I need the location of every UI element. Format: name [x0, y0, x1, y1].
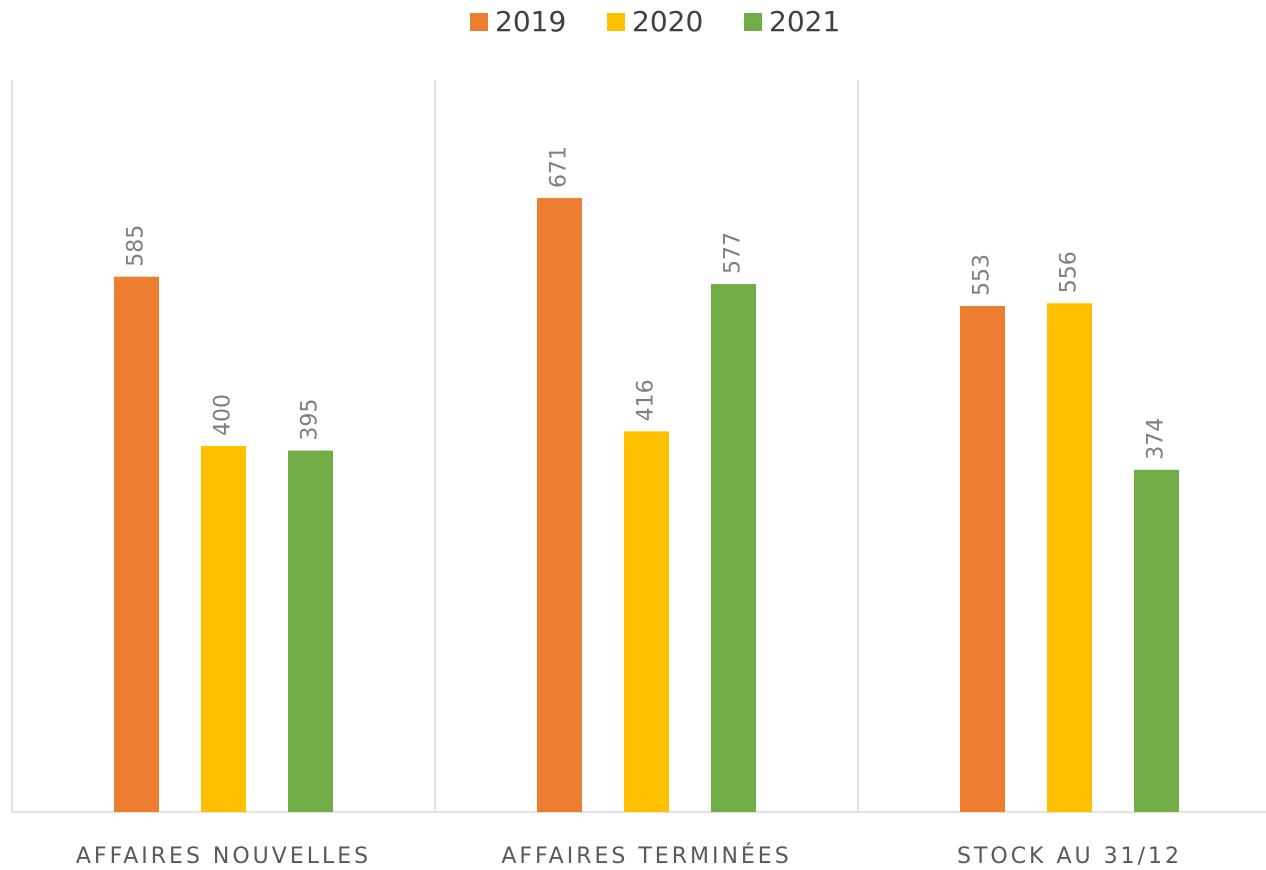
bar — [624, 431, 669, 812]
legend-label: 2019 — [495, 5, 566, 38]
data-label: 577 — [721, 232, 746, 274]
x-tick-label: AFFAIRES NOUVELLES — [76, 844, 371, 869]
legend-label: 2021 — [769, 5, 840, 38]
legend-label: 2020 — [632, 5, 703, 38]
bar — [114, 276, 159, 813]
data-label: 374 — [1144, 418, 1169, 460]
data-label: 395 — [298, 399, 323, 441]
x-tick-label: STOCK AU 31/12 — [957, 844, 1182, 869]
bar — [288, 450, 333, 812]
legend-swatch — [607, 13, 625, 31]
data-label: 556 — [1057, 251, 1082, 293]
bar — [201, 446, 246, 812]
data-label: 671 — [547, 146, 572, 188]
legend-swatch — [744, 13, 762, 31]
data-label: 553 — [970, 254, 995, 296]
legend-swatch — [470, 13, 488, 31]
bar — [537, 198, 582, 812]
data-label: 585 — [124, 225, 149, 267]
x-tick-label: AFFAIRES TERMINÉES — [501, 843, 791, 869]
bar — [1134, 469, 1179, 812]
bar — [960, 306, 1005, 812]
bar — [1047, 303, 1092, 812]
data-label: 400 — [211, 394, 236, 436]
bar — [711, 284, 756, 812]
data-label: 416 — [634, 379, 659, 421]
